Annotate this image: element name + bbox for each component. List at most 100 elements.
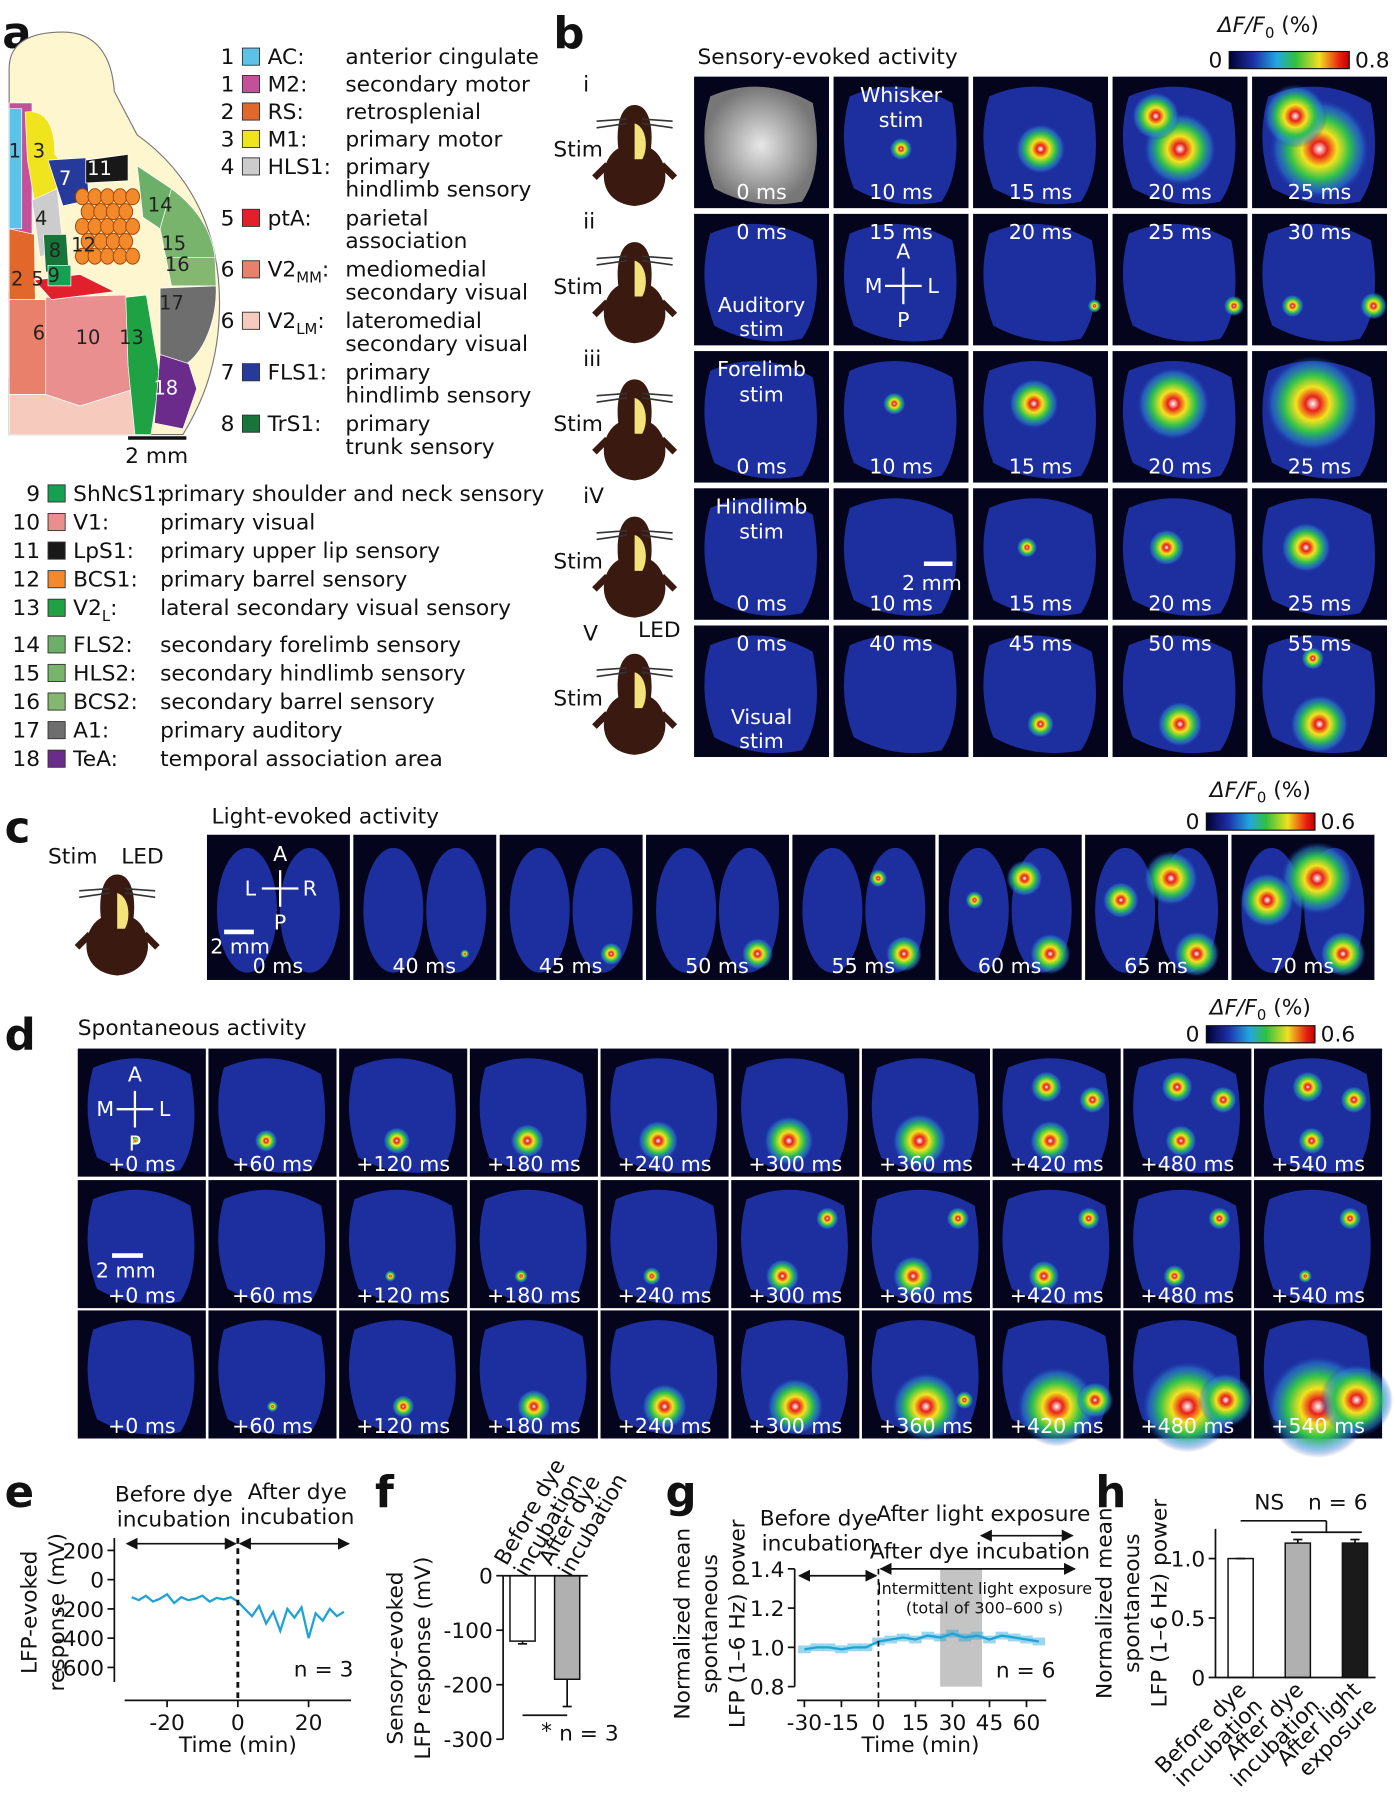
map-label: 12 <box>71 233 96 256</box>
frame-text: 25 ms <box>1288 592 1352 616</box>
annotation: After light exposure <box>876 1502 1090 1527</box>
stim-label: Stim <box>553 687 603 712</box>
abbr: V2 <box>268 258 297 283</box>
x-tick-label: 15 <box>902 1711 930 1736</box>
region-abbr: V1: <box>73 510 109 535</box>
frame-time: +300 ms <box>748 1152 842 1176</box>
frame-time: +360 ms <box>879 1414 973 1438</box>
barrel <box>118 203 134 221</box>
panel-label: g <box>665 1468 696 1518</box>
map-label: 18 <box>153 376 178 399</box>
mouse-icon <box>594 517 674 618</box>
barrel <box>100 247 115 265</box>
x-tick-label: 60 <box>1013 1711 1041 1736</box>
mouse-icon <box>77 874 157 975</box>
shade <box>940 1568 983 1687</box>
frame-text: 0 ms <box>736 180 786 204</box>
region-number: 7 <box>221 361 235 386</box>
brain-region <box>47 264 72 287</box>
activity <box>1280 841 1354 915</box>
region-swatch <box>47 598 66 617</box>
map-label: 14 <box>148 193 173 216</box>
map-label: 16 <box>165 253 190 276</box>
region-number: 10 <box>12 510 40 535</box>
map-label: 17 <box>159 292 184 315</box>
frame-text: 10 ms <box>869 454 933 478</box>
brain-image <box>479 1189 587 1305</box>
region-number: 6 <box>221 309 235 334</box>
region-abbr: V2MM: <box>268 258 330 287</box>
brain-image <box>843 223 957 342</box>
frame-text: Hindlimb <box>716 494 808 518</box>
activity <box>1319 1363 1394 1437</box>
x-tick-label: -20 <box>149 1711 184 1736</box>
frame-time: +480 ms <box>1140 1152 1234 1176</box>
region-number: 3 <box>221 127 235 152</box>
compass-label: P <box>274 911 286 935</box>
frame-text: stim <box>739 317 784 341</box>
brain-image <box>218 1320 326 1435</box>
frame-time: +0 ms <box>108 1414 176 1438</box>
region-number: 18 <box>12 747 40 772</box>
frame-text: 30 ms <box>1288 220 1352 244</box>
y-tick-label: 1.0 <box>1171 1548 1206 1573</box>
frame-time: +120 ms <box>356 1414 450 1438</box>
frame-time: +420 ms <box>1010 1283 1104 1307</box>
barrel <box>75 217 90 235</box>
compass-label: L <box>927 274 939 298</box>
map-label: 3 <box>33 140 45 163</box>
activity <box>510 1123 545 1158</box>
activity <box>1026 710 1055 738</box>
brain-region <box>125 294 161 435</box>
barrel <box>100 217 115 235</box>
frame-time: 70 ms <box>1271 954 1335 978</box>
y-tick-label: 200 <box>63 1539 104 1564</box>
brain-image <box>948 847 1009 973</box>
abbr: TeA: <box>72 747 118 772</box>
n-label: n = 3 <box>559 1721 619 1746</box>
region-abbr: TeA: <box>72 747 118 772</box>
colorbar-label: ΔF/F0 (%) <box>1216 13 1319 42</box>
y-tick-label: 1.4 <box>750 1558 785 1583</box>
region-abbr: M2: <box>268 73 308 98</box>
abbr: ShNcS1: <box>73 482 164 507</box>
region-number: 5 <box>221 206 235 231</box>
brain-image <box>87 1189 195 1305</box>
activity <box>1301 646 1325 670</box>
activity <box>130 1136 140 1146</box>
colorbar-min: 0 <box>1186 810 1200 835</box>
region-number: 6 <box>221 258 235 283</box>
activity <box>514 1269 528 1283</box>
activity <box>266 1400 279 1413</box>
activity <box>1280 522 1332 573</box>
activity <box>1102 881 1140 919</box>
brain-image <box>983 223 1097 342</box>
frame-time: +60 ms <box>232 1414 313 1438</box>
activity <box>1157 701 1203 747</box>
led-label: LED <box>638 618 681 643</box>
panel-label: f <box>375 1468 395 1518</box>
region-abbr: ShNcS1: <box>73 482 164 507</box>
brain-image <box>610 1189 718 1305</box>
activity <box>1029 1120 1071 1162</box>
activity <box>1015 123 1066 175</box>
mouse-icon <box>594 105 674 206</box>
region-name: secondary visual <box>345 332 528 357</box>
compass-label: A <box>896 239 910 263</box>
brain-image <box>348 1189 456 1305</box>
brain-image <box>704 223 818 342</box>
mouse-icon <box>594 654 674 755</box>
y-axis-label: spontaneous <box>698 1554 723 1693</box>
frame-time: +0 ms <box>108 1152 176 1176</box>
brain-image <box>1122 223 1236 342</box>
activity <box>1008 378 1059 429</box>
map-label: 13 <box>119 326 144 349</box>
activity <box>1359 292 1388 320</box>
frame-time: +540 ms <box>1271 1152 1365 1176</box>
map-label: 9 <box>48 264 60 287</box>
y-tick-label: -400 <box>55 1627 104 1652</box>
frame-text: 10 ms <box>869 180 933 204</box>
frame-text: 50 ms <box>1148 632 1211 656</box>
mouse-icon <box>594 242 674 343</box>
frame-text: 15 ms <box>1009 592 1073 616</box>
